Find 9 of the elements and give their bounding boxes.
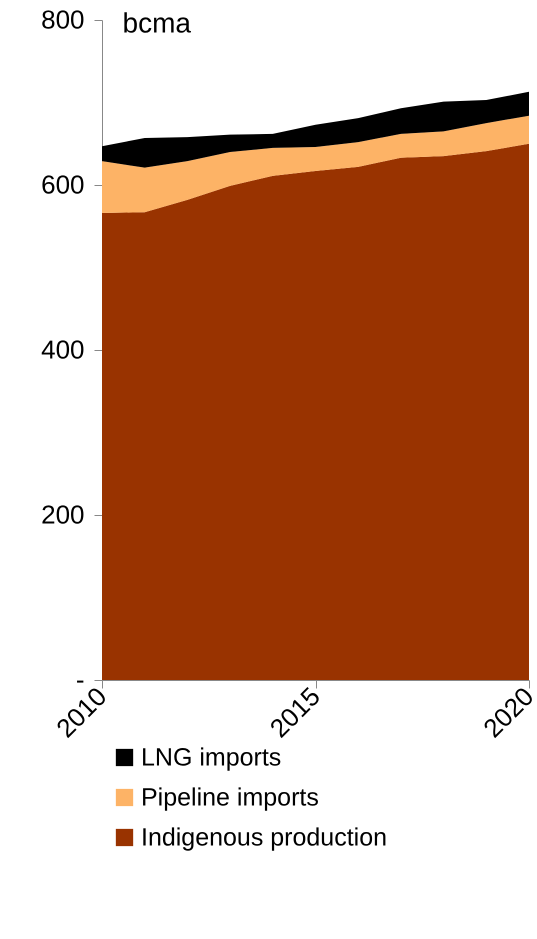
- y-tick-label: 800: [41, 4, 84, 34]
- legend-label: Pipeline imports: [141, 784, 319, 812]
- y-tick-label: 600: [41, 170, 84, 200]
- y-tick-label: 200: [41, 500, 84, 530]
- legend-label: LNG imports: [141, 744, 282, 772]
- y-tick-label: 400: [41, 334, 84, 364]
- y-axis-title: bcma: [122, 8, 192, 38]
- legend-label: Indigenous production: [141, 824, 388, 852]
- y-tick-label: -: [76, 664, 84, 694]
